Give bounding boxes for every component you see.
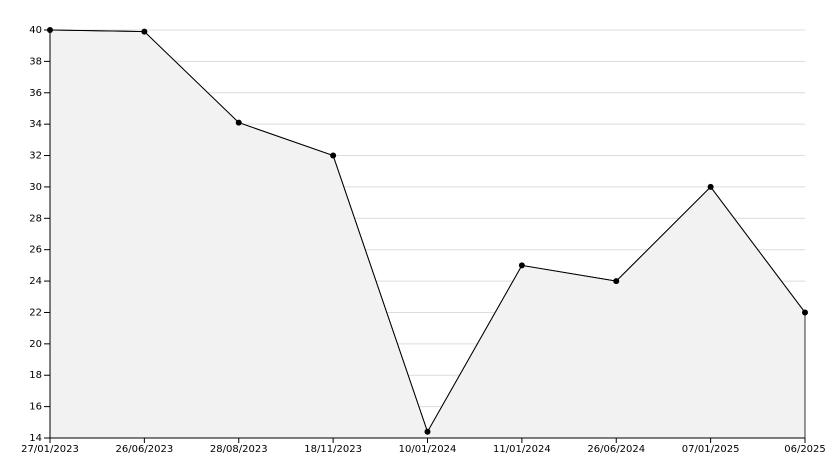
x-tick-label: 07/01/2025 <box>682 444 740 455</box>
x-tick-label: 18/11/2023 <box>304 444 362 455</box>
y-tick-label: 34 <box>29 119 42 130</box>
y-tick-label: 28 <box>29 213 42 224</box>
x-tick-label: 11/01/2024 <box>493 444 551 455</box>
marker <box>707 183 714 190</box>
y-tick-label: 20 <box>29 339 42 350</box>
y-tick-label: 36 <box>29 88 42 99</box>
y-tick-label: 24 <box>29 276 42 287</box>
y-tick-label: 32 <box>29 151 42 162</box>
x-tick-label: 26/06/2024 <box>587 444 645 455</box>
y-tick-label: 14 <box>29 433 42 444</box>
marker <box>613 278 620 285</box>
y-tick-label: 26 <box>29 245 42 256</box>
marker <box>518 262 525 269</box>
y-tick-label: 40 <box>29 25 42 36</box>
marker <box>802 309 808 316</box>
x-tick-label: 06/2025 <box>784 444 826 455</box>
y-tick-label: 16 <box>29 402 42 413</box>
y-tick-label: 22 <box>29 307 42 318</box>
x-tick-label: 27/01/2023 <box>21 444 79 455</box>
marker <box>141 28 148 35</box>
marker <box>330 152 337 159</box>
marker <box>424 428 431 435</box>
y-tick-label: 38 <box>29 56 42 67</box>
y-tick-label: 18 <box>29 370 42 381</box>
x-tick-label: 26/06/2023 <box>116 444 174 455</box>
x-tick-label: 10/01/2024 <box>399 444 457 455</box>
marker <box>235 119 242 126</box>
y-tick-label: 30 <box>29 182 42 193</box>
area-fill <box>49 29 806 439</box>
x-tick-label: 28/08/2023 <box>210 444 268 455</box>
